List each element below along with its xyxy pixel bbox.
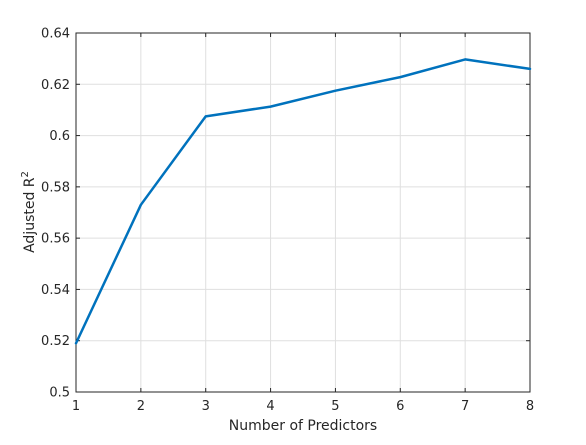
- y-axis-label: Adjusted R2: [20, 171, 38, 253]
- y-tick-label: 0.54: [41, 283, 70, 298]
- x-tick-label: 5: [331, 399, 339, 414]
- x-tick-label: 3: [202, 399, 210, 414]
- y-tick-label: 0.52: [41, 334, 70, 349]
- x-axis-label: Number of Predictors: [229, 418, 377, 434]
- y-tick-label: 0.5: [49, 386, 70, 401]
- x-tick-label: 2: [137, 399, 145, 414]
- y-tick-label: 0.62: [41, 78, 70, 93]
- axes-box: [75, 32, 531, 393]
- x-tick-label: 7: [461, 399, 469, 414]
- y-tick-labels: 0.5 0.52 0.54 0.56 0.58 0.6 0.62 0.64: [41, 27, 70, 401]
- series-group: [74, 58, 532, 345]
- y-axis-label-text: Adjusted R: [22, 177, 38, 253]
- y-tick-label: 0.64: [41, 27, 70, 42]
- x-tick-label: 4: [266, 399, 274, 414]
- y-tick-label: 0.56: [41, 232, 70, 247]
- x-tick-label: 8: [526, 399, 534, 414]
- y-tick-label: 0.6: [49, 129, 70, 144]
- y-axis-label-superscript: 2: [20, 171, 31, 177]
- series-line: [74, 58, 532, 345]
- x-tick-labels: 1 2 3 4 5 6 7 8: [72, 399, 534, 414]
- grid: [75, 32, 531, 393]
- axes: [75, 32, 531, 393]
- x-tick-label: 1: [72, 399, 80, 414]
- y-tick-label: 0.58: [41, 180, 70, 195]
- plot-background: [76, 33, 530, 392]
- x-tick-label: 6: [396, 399, 404, 414]
